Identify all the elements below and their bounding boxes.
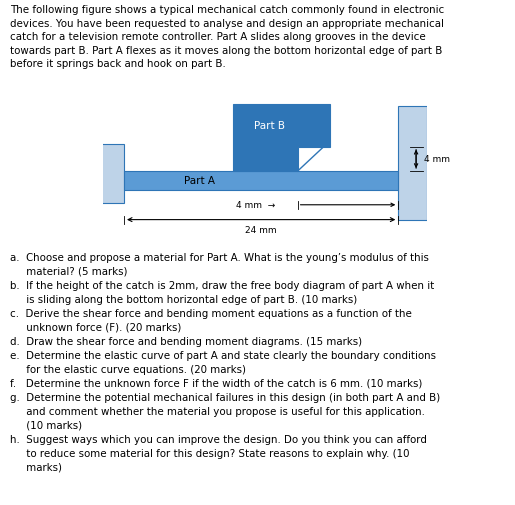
Text: 4 mm  →: 4 mm → (236, 201, 275, 210)
Text: 4 mm: 4 mm (424, 155, 450, 164)
Text: Part B: Part B (254, 121, 285, 131)
Bar (398, 107, 427, 220)
Text: The following figure shows a typical mechanical catch commonly found in electron: The following figure shows a typical mec… (10, 5, 444, 69)
Polygon shape (233, 105, 330, 172)
Text: 24 mm: 24 mm (245, 225, 277, 234)
Bar (124, 172, 398, 190)
Bar (101, 145, 124, 204)
Text: a.  Choose and propose a material for Part A. What is the young’s modulus of thi: a. Choose and propose a material for Par… (10, 252, 440, 472)
Text: Part A: Part A (184, 176, 215, 186)
